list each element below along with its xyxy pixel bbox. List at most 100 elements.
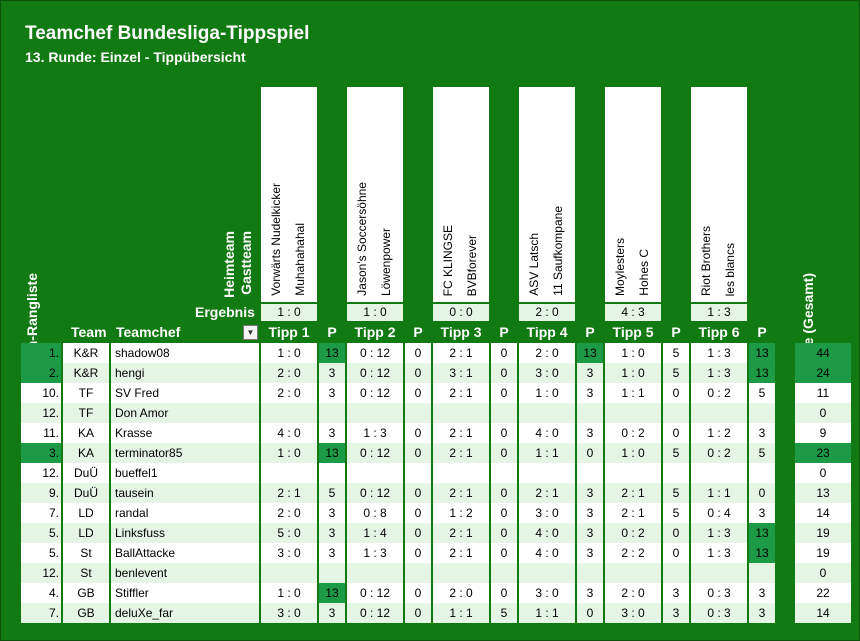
team-cell: K&R xyxy=(63,343,109,363)
points-cell: 5 xyxy=(663,483,689,503)
total-points-cell: 19 xyxy=(795,523,851,543)
points-cell: 0 xyxy=(491,383,517,403)
match-2-away-team: Löwenpower xyxy=(379,227,393,296)
ergebnis-label: Ergebnis xyxy=(195,304,255,320)
points-cell: 5 xyxy=(663,363,689,383)
tipp-cell: 1 : 2 xyxy=(433,503,489,523)
points-cell: 3 xyxy=(577,423,603,443)
team-cell: St xyxy=(63,543,109,563)
points-cell: 0 xyxy=(577,443,603,463)
tipp-cell xyxy=(347,563,403,583)
tipp-cell: 0 : 12 xyxy=(347,603,403,623)
tipp-cell: 0 : 12 xyxy=(347,343,403,363)
tipp-cell: 0 : 2 xyxy=(691,443,747,463)
tipp-cell: 3 : 0 xyxy=(519,363,575,383)
points-cell xyxy=(663,463,689,483)
teamchef-cell: SV Fred xyxy=(111,383,259,403)
points-cell: 3 xyxy=(663,583,689,603)
points-cell: 13 xyxy=(319,343,345,363)
points-cell xyxy=(319,463,345,483)
tipp-cell: 2 : 1 xyxy=(433,343,489,363)
tipp-cell: 3 : 0 xyxy=(261,543,317,563)
total-points-cell: 0 xyxy=(795,563,851,583)
points-cell: 3 xyxy=(577,363,603,383)
teamchef-cell: Linksfuss xyxy=(111,523,259,543)
tipp-cell: 0 : 3 xyxy=(691,603,747,623)
tipp-cell: 2 : 0 xyxy=(433,583,489,603)
tipp-cell: 1 : 1 xyxy=(519,603,575,623)
tipp-cell: 1 : 3 xyxy=(691,543,747,563)
tipp-cell: 0 : 2 xyxy=(691,383,747,403)
points-cell: 13 xyxy=(319,583,345,603)
tipp-cell: 1 : 4 xyxy=(347,523,403,543)
tipp-cell: 0 : 12 xyxy=(347,483,403,503)
tipp-cell: 2 : 1 xyxy=(433,423,489,443)
tipp-cell: 2 : 1 xyxy=(433,483,489,503)
tipp-cell: 2 : 1 xyxy=(433,543,489,563)
tipp6-header: Tipp 6 xyxy=(698,324,740,340)
points-cell: 13 xyxy=(749,363,775,383)
tipp-cell: 2 : 1 xyxy=(433,443,489,463)
points-cell xyxy=(577,403,603,423)
match-2-result: 1 : 0 xyxy=(347,304,403,321)
total-points-cell: 0 xyxy=(795,463,851,483)
tipp-cell xyxy=(605,563,661,583)
dropdown-filter-icon[interactable]: ▼ xyxy=(243,325,258,340)
points-cell: 0 xyxy=(405,603,431,623)
teamchef-cell: benlevent xyxy=(111,563,259,583)
tipp-cell: 1 : 0 xyxy=(519,383,575,403)
team-cell: TF xyxy=(63,383,109,403)
tipp-cell xyxy=(691,463,747,483)
points-cell xyxy=(405,563,431,583)
match-1-result: 1 : 0 xyxy=(261,304,317,321)
points-cell: 0 xyxy=(491,363,517,383)
points-cell: 0 xyxy=(405,363,431,383)
rank-cell: 1. xyxy=(21,343,61,363)
total-points-cell: 22 xyxy=(795,583,851,603)
total-points-cell: 13 xyxy=(795,483,851,503)
tipp-cell: 2 : 2 xyxy=(605,543,661,563)
match-5-result: 4 : 3 xyxy=(605,304,661,321)
points-cell: 3 xyxy=(749,583,775,603)
points-cell xyxy=(749,563,775,583)
rank-cell: 3. xyxy=(21,443,61,463)
tipp-cell: 3 : 0 xyxy=(605,603,661,623)
team-cell: St xyxy=(63,563,109,583)
p4-header: P xyxy=(585,324,595,340)
points-cell: 3 xyxy=(749,423,775,443)
match-3-result: 0 : 0 xyxy=(433,304,489,321)
tipp5-header: Tipp 5 xyxy=(612,324,654,340)
tipp-cell: 1 : 0 xyxy=(605,343,661,363)
rank-cell: 5. xyxy=(21,523,61,543)
match-6-result: 1 : 3 xyxy=(691,304,747,321)
tipp-cell: 1 : 1 xyxy=(519,443,575,463)
points-cell xyxy=(663,563,689,583)
tipp-cell: 2 : 1 xyxy=(519,483,575,503)
match-3-teams: FC KLINGSE BVBforever xyxy=(433,87,489,302)
points-cell: 3 xyxy=(319,503,345,523)
teamchef-cell: hengi xyxy=(111,363,259,383)
team-cell: GB xyxy=(63,603,109,623)
team-cell: KA xyxy=(63,443,109,463)
tipp4-header: Tipp 4 xyxy=(526,324,568,340)
match-5-away-team: Hohes C xyxy=(637,249,651,296)
rank-cell: 7. xyxy=(21,503,61,523)
points-cell xyxy=(319,403,345,423)
tipp-cell xyxy=(519,563,575,583)
tipp-cell: 0 : 4 xyxy=(691,503,747,523)
points-cell: 0 xyxy=(491,543,517,563)
points-cell: 3 xyxy=(319,603,345,623)
points-cell: 5 xyxy=(749,383,775,403)
points-cell: 13 xyxy=(749,343,775,363)
tipp-cell: 1 : 2 xyxy=(691,423,747,443)
match-1-home-team: Vorwärts Nudelkicker xyxy=(269,183,283,296)
p6-header: P xyxy=(757,324,767,340)
team-cell: K&R xyxy=(63,363,109,383)
tipp-cell: 5 : 0 xyxy=(261,523,317,543)
points-cell: 0 xyxy=(491,583,517,603)
